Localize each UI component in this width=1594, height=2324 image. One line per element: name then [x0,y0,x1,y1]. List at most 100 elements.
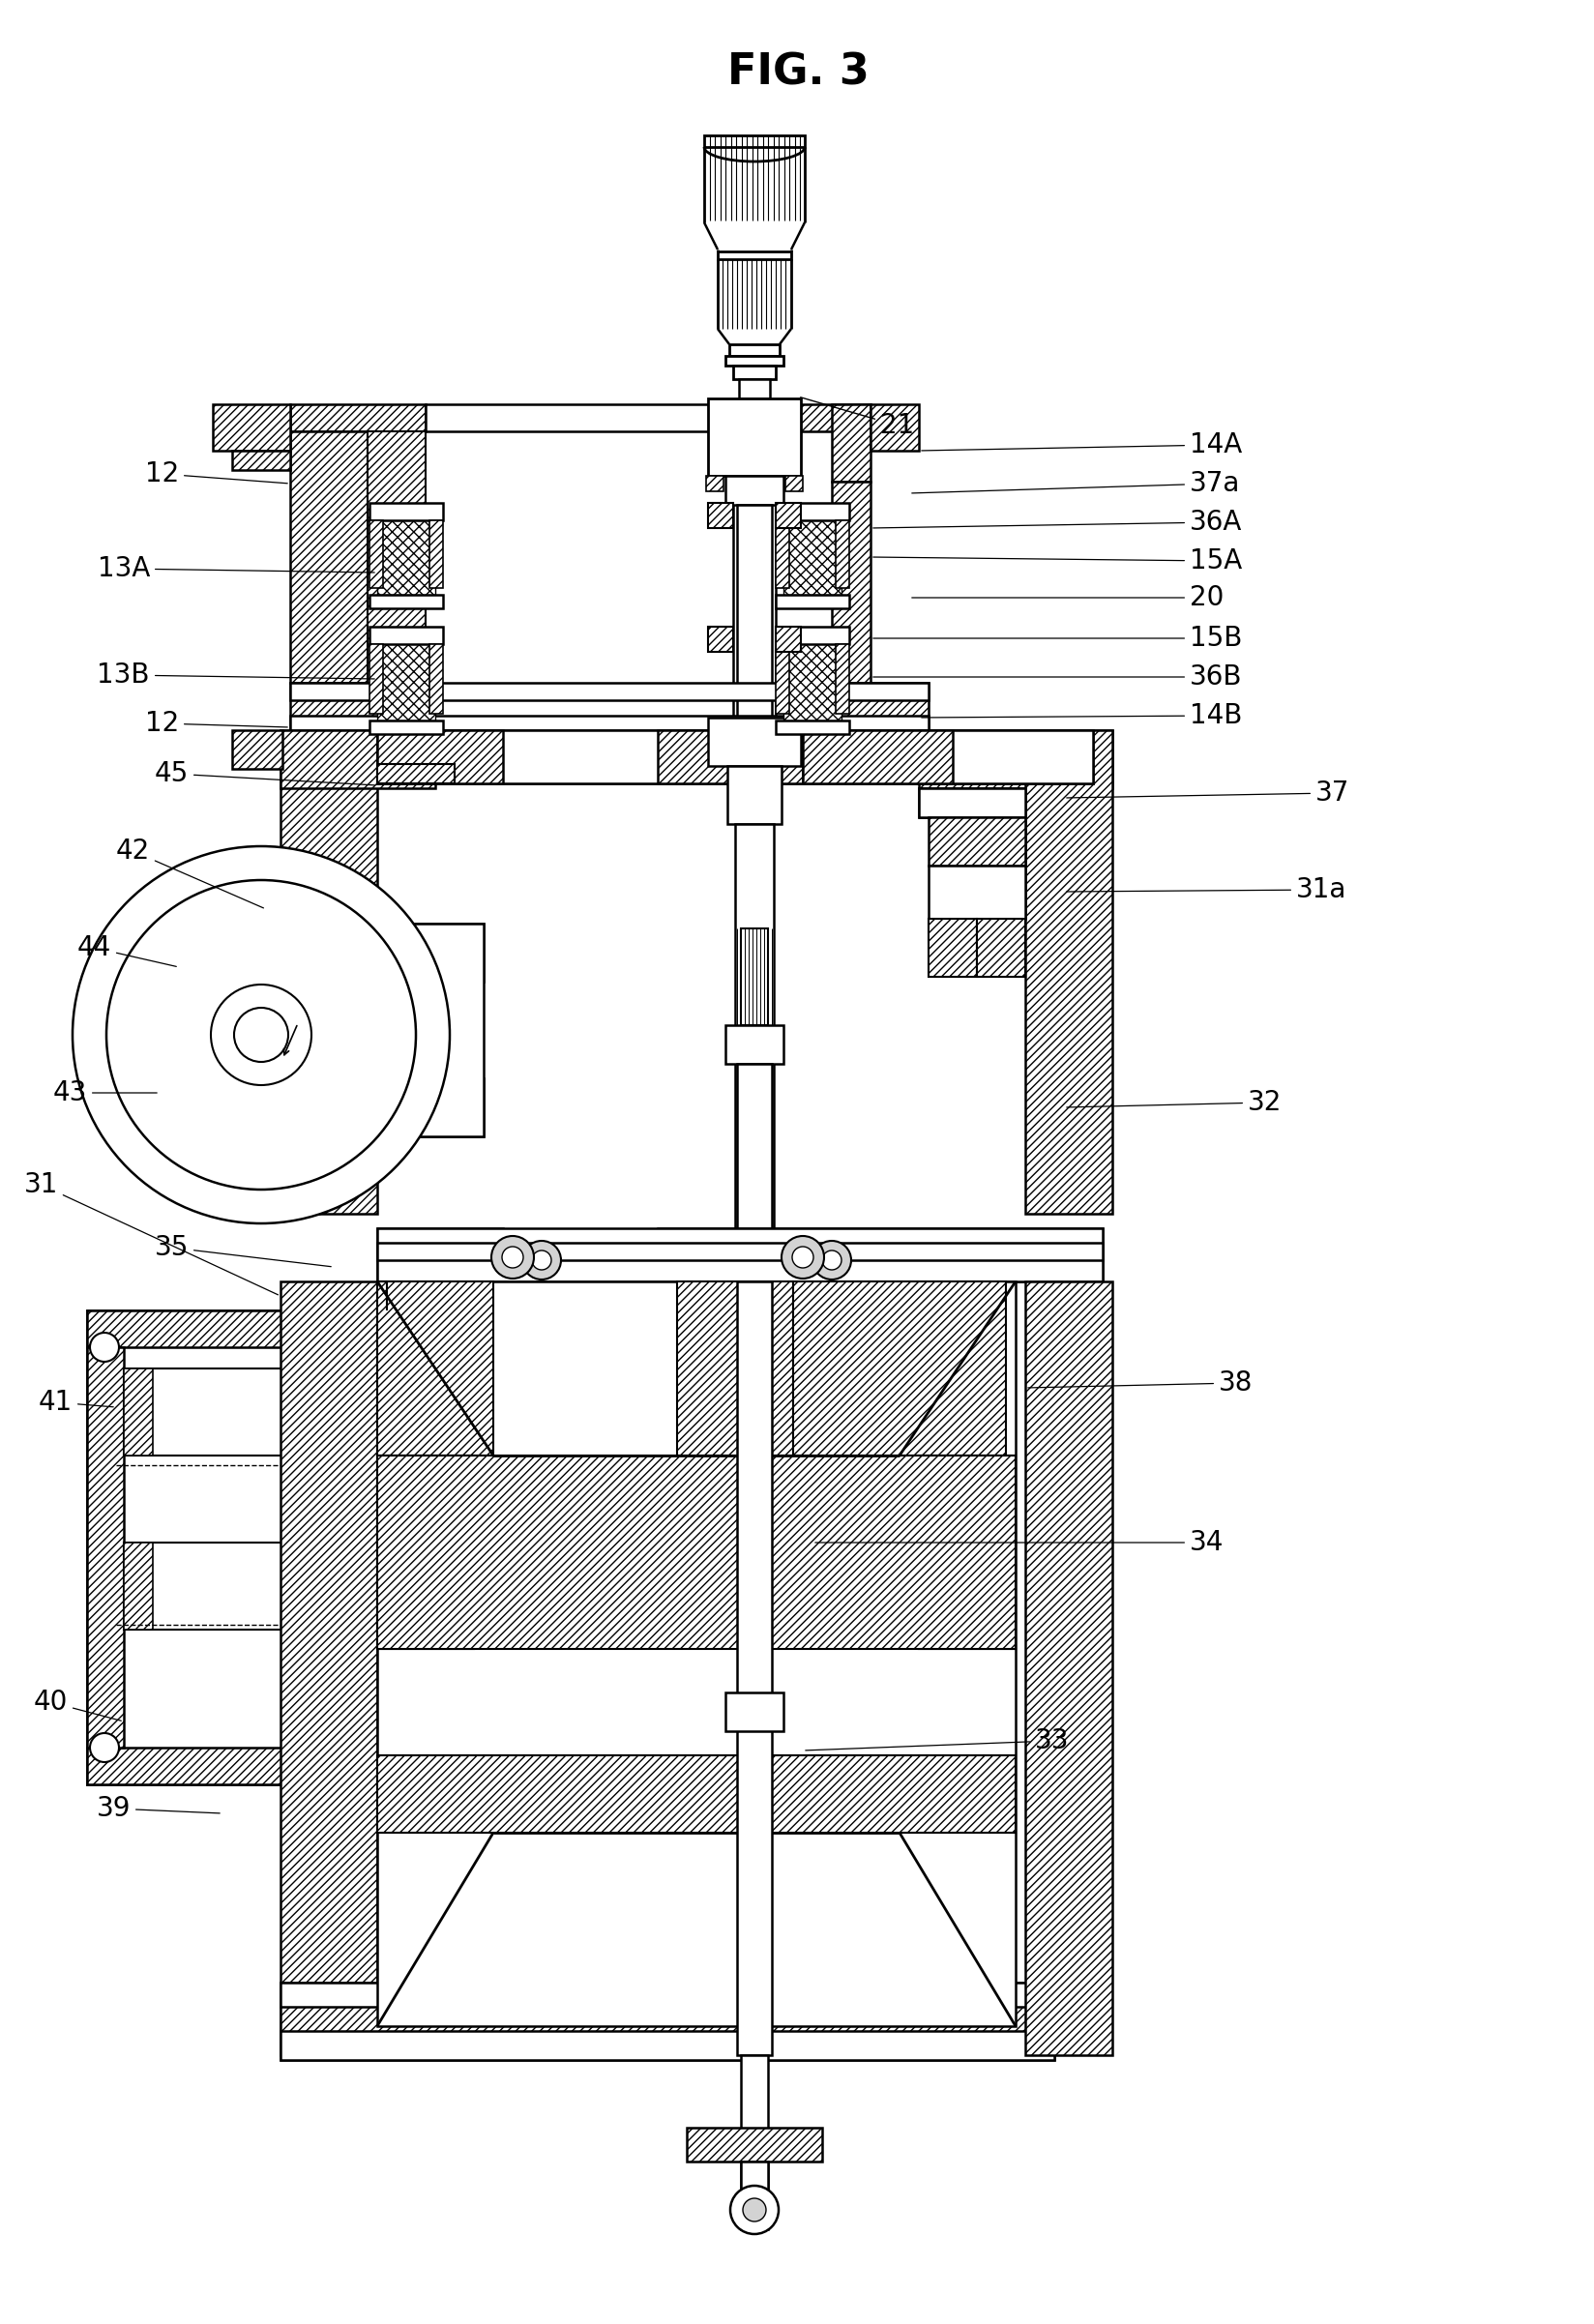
Text: 45: 45 [155,760,375,788]
Bar [725,1025,783,1064]
Bar [775,595,848,609]
Text: 37: 37 [1066,779,1349,806]
Bar [708,627,733,651]
Text: 31a: 31a [1066,876,1345,904]
Bar [233,451,290,469]
Wedge shape [107,881,416,1190]
Circle shape [730,2185,778,2233]
Bar [212,404,290,451]
Bar [426,404,716,432]
Bar [281,1982,1054,2059]
Bar [783,514,842,595]
Bar [1025,1281,1111,2054]
Bar [370,502,443,521]
Bar [832,481,870,683]
Bar [775,521,789,588]
Bar [918,1455,1015,1650]
Bar [918,730,1111,788]
Bar [741,2054,768,2229]
Bar [378,765,454,783]
Bar [378,1229,502,1281]
Circle shape [210,985,311,1085]
Bar [124,1543,153,1629]
Bar [706,476,724,490]
Text: 36B: 36B [872,662,1242,690]
Text: 21: 21 [800,397,913,439]
Bar [735,825,773,1385]
Text: 32: 32 [1066,1090,1282,1116]
Bar [716,404,870,432]
Bar [378,730,1092,783]
Bar [281,2031,1054,2059]
Text: FIG. 3: FIG. 3 [727,51,869,93]
Bar [835,644,848,713]
Text: 35: 35 [155,1234,332,1267]
Text: 13A: 13A [97,555,375,583]
Bar [728,344,779,356]
Bar [792,1281,1006,1455]
Bar [378,1078,483,1136]
Bar [741,2161,768,2219]
Bar [657,1229,1101,1281]
Bar [736,1064,771,1257]
Circle shape [521,1241,561,1281]
Bar [870,404,918,451]
Text: 14A: 14A [921,432,1242,458]
Text: 36A: 36A [872,509,1242,537]
Bar [725,356,783,365]
Bar [281,1281,378,2054]
Text: 40: 40 [33,1690,121,1720]
Bar [835,521,848,588]
Bar [290,716,928,732]
Bar [378,514,435,595]
Circle shape [502,1246,523,1269]
Bar [378,1229,1101,1281]
Bar [736,504,771,718]
Bar [775,627,800,651]
Bar [832,404,870,481]
Bar [370,644,383,713]
Bar [727,767,781,825]
Text: 42: 42 [116,837,263,909]
Bar [378,1755,1015,1834]
Bar [378,923,483,1136]
Bar [378,730,1092,783]
Bar [717,251,791,260]
Bar [320,1543,351,1629]
Bar [378,1455,473,1650]
Bar [429,521,443,588]
Bar [378,1281,493,1455]
Bar [378,923,483,981]
Circle shape [743,2199,765,2222]
Text: 31: 31 [24,1171,277,1294]
Bar [738,379,770,397]
Bar [378,1243,1101,1260]
Bar [88,1348,124,1748]
Text: 43: 43 [53,1078,156,1106]
Circle shape [821,1250,842,1269]
Bar [775,502,800,528]
Text: 44: 44 [77,934,177,967]
Circle shape [72,846,450,1222]
Text: 34: 34 [815,1529,1223,1557]
Text: 12: 12 [145,460,287,488]
Text: 38: 38 [1027,1369,1253,1397]
Circle shape [89,1734,120,1762]
Bar [290,404,426,432]
Bar [703,135,805,146]
Bar [378,730,502,783]
Bar [290,432,367,683]
Bar [775,502,848,521]
Bar [725,1692,783,1731]
Text: 39: 39 [96,1794,220,1822]
Bar [88,1311,387,1785]
Bar [976,918,1025,976]
Bar [370,720,443,734]
Bar [918,788,1025,818]
Circle shape [107,881,416,1190]
Circle shape [792,1246,813,1269]
Bar [928,818,1025,865]
Bar [832,683,928,732]
Bar [290,683,426,732]
Bar [928,918,976,976]
